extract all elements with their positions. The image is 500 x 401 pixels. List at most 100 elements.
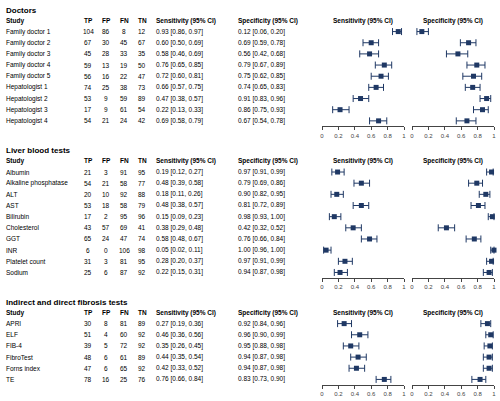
svg-text:74: 74 — [138, 235, 146, 242]
svg-text:0.19 [0.12, 0.27]: 0.19 [0.12, 0.27] — [156, 168, 203, 176]
svg-text:61: 61 — [120, 106, 128, 113]
svg-text:65: 65 — [120, 365, 128, 372]
svg-text:0.05 [0.02, 0.11]: 0.05 [0.02, 0.11] — [156, 246, 203, 254]
svg-text:43: 43 — [84, 224, 92, 231]
svg-text:0.2: 0.2 — [424, 133, 433, 139]
svg-text:25: 25 — [120, 376, 128, 383]
svg-text:0.4: 0.4 — [441, 133, 450, 139]
svg-text:17: 17 — [84, 106, 92, 113]
svg-text:19: 19 — [120, 62, 128, 69]
svg-text:0.4: 0.4 — [441, 284, 450, 290]
svg-text:FIB-4: FIB-4 — [6, 342, 22, 349]
svg-text:0.6: 0.6 — [367, 284, 376, 290]
svg-text:3: 3 — [104, 258, 108, 265]
svg-text:54: 54 — [84, 180, 92, 187]
svg-text:Family doctor 4: Family doctor 4 — [6, 61, 51, 69]
svg-text:1: 1 — [492, 284, 496, 290]
svg-text:TE: TE — [6, 376, 15, 383]
svg-text:FN: FN — [120, 17, 129, 24]
svg-text:21: 21 — [102, 117, 110, 124]
svg-text:67: 67 — [84, 39, 92, 46]
svg-text:TN: TN — [138, 17, 147, 24]
svg-text:92: 92 — [138, 269, 146, 276]
svg-text:6: 6 — [104, 269, 108, 276]
svg-text:25: 25 — [84, 269, 92, 276]
svg-text:0.22 [0.13, 0.33]: 0.22 [0.13, 0.33] — [156, 106, 203, 114]
svg-text:92: 92 — [138, 365, 146, 372]
svg-text:8: 8 — [104, 320, 108, 327]
svg-text:47: 47 — [120, 235, 128, 242]
svg-text:24: 24 — [120, 117, 128, 124]
svg-text:0.81 [0.72, 0.89]: 0.81 [0.72, 0.89] — [238, 201, 285, 209]
svg-text:61: 61 — [120, 354, 128, 361]
svg-text:Hepatologist 4: Hepatologist 4 — [6, 117, 48, 125]
svg-text:0.48 [0.38, 0.57]: 0.48 [0.38, 0.57] — [156, 201, 203, 209]
svg-text:Hepatologist 1: Hepatologist 1 — [6, 83, 48, 91]
svg-text:56: 56 — [84, 73, 92, 80]
svg-text:0.90 [0.82, 0.95]: 0.90 [0.82, 0.95] — [238, 190, 285, 198]
svg-text:0.94 [0.87, 0.98]: 0.94 [0.87, 0.98] — [238, 268, 285, 276]
svg-text:0.8: 0.8 — [473, 391, 482, 397]
svg-text:72: 72 — [120, 342, 128, 349]
svg-text:FP: FP — [102, 157, 111, 164]
svg-text:0.6: 0.6 — [457, 284, 466, 290]
svg-text:1: 1 — [402, 284, 406, 290]
svg-text:18: 18 — [102, 202, 110, 209]
svg-text:Specificity (95% CI): Specificity (95% CI) — [423, 157, 483, 165]
svg-text:0.97 [0.91, 0.99]: 0.97 [0.91, 0.99] — [238, 168, 285, 176]
svg-text:74: 74 — [84, 84, 92, 91]
svg-text:21: 21 — [84, 169, 92, 176]
svg-text:TN: TN — [138, 309, 147, 316]
svg-text:Specificity (95% CI): Specificity (95% CI) — [423, 309, 483, 317]
svg-text:50: 50 — [138, 62, 146, 69]
svg-text:30: 30 — [84, 320, 92, 327]
svg-text:79: 79 — [138, 202, 146, 209]
svg-text:81: 81 — [120, 258, 128, 265]
svg-text:0.4: 0.4 — [351, 284, 360, 290]
svg-text:106: 106 — [119, 247, 130, 254]
svg-text:59: 59 — [84, 62, 92, 69]
svg-text:78: 78 — [84, 376, 92, 383]
svg-text:0.76 [0.66, 0.84]: 0.76 [0.66, 0.84] — [238, 235, 285, 243]
svg-text:96: 96 — [138, 213, 146, 220]
svg-text:53: 53 — [84, 95, 92, 102]
svg-text:98: 98 — [138, 247, 146, 254]
svg-text:47: 47 — [84, 365, 92, 372]
svg-text:1.00 [0.96, 1.00]: 1.00 [0.96, 1.00] — [238, 246, 285, 254]
svg-text:TN: TN — [138, 157, 147, 164]
svg-text:0.18 [0.11, 0.26]: 0.18 [0.11, 0.26] — [156, 190, 203, 198]
svg-text:0.6: 0.6 — [457, 133, 466, 139]
svg-text:AST: AST — [6, 202, 19, 209]
svg-text:22: 22 — [120, 73, 128, 80]
svg-text:0.79 [0.67, 0.89]: 0.79 [0.67, 0.89] — [238, 61, 285, 69]
svg-text:0.66 [0.57, 0.75]: 0.66 [0.57, 0.75] — [156, 83, 203, 91]
svg-text:6: 6 — [86, 247, 90, 254]
svg-text:Doctors: Doctors — [6, 6, 37, 15]
svg-text:16: 16 — [102, 376, 110, 383]
svg-text:41: 41 — [138, 224, 146, 231]
svg-text:4: 4 — [104, 331, 108, 338]
svg-text:95: 95 — [120, 213, 128, 220]
svg-text:ALT: ALT — [6, 191, 17, 198]
svg-text:Study: Study — [6, 157, 24, 165]
svg-text:0: 0 — [410, 133, 414, 139]
svg-text:0.8: 0.8 — [473, 284, 482, 290]
svg-text:54: 54 — [138, 106, 146, 113]
svg-text:Sodium: Sodium — [6, 269, 28, 276]
svg-text:0.2: 0.2 — [424, 391, 433, 397]
svg-text:FP: FP — [102, 17, 111, 24]
svg-text:0.2: 0.2 — [334, 133, 343, 139]
svg-text:1: 1 — [492, 133, 496, 139]
svg-text:Family doctor 5: Family doctor 5 — [6, 72, 51, 80]
svg-text:TP: TP — [84, 17, 93, 24]
svg-text:51: 51 — [84, 331, 92, 338]
svg-text:0.83 [0.73, 0.90]: 0.83 [0.73, 0.90] — [238, 375, 285, 383]
svg-text:Sensitivity (95% CI): Sensitivity (95% CI) — [156, 17, 216, 25]
svg-text:0.35 [0.26, 0.45]: 0.35 [0.26, 0.45] — [156, 342, 203, 350]
svg-text:FN: FN — [120, 309, 129, 316]
svg-text:0.67 [0.54, 0.78]: 0.67 [0.54, 0.78] — [238, 117, 285, 125]
svg-text:54: 54 — [84, 117, 92, 124]
svg-text:47: 47 — [138, 73, 146, 80]
svg-text:0.96 [0.90, 0.99]: 0.96 [0.90, 0.99] — [238, 331, 285, 339]
svg-text:0.4: 0.4 — [351, 391, 360, 397]
